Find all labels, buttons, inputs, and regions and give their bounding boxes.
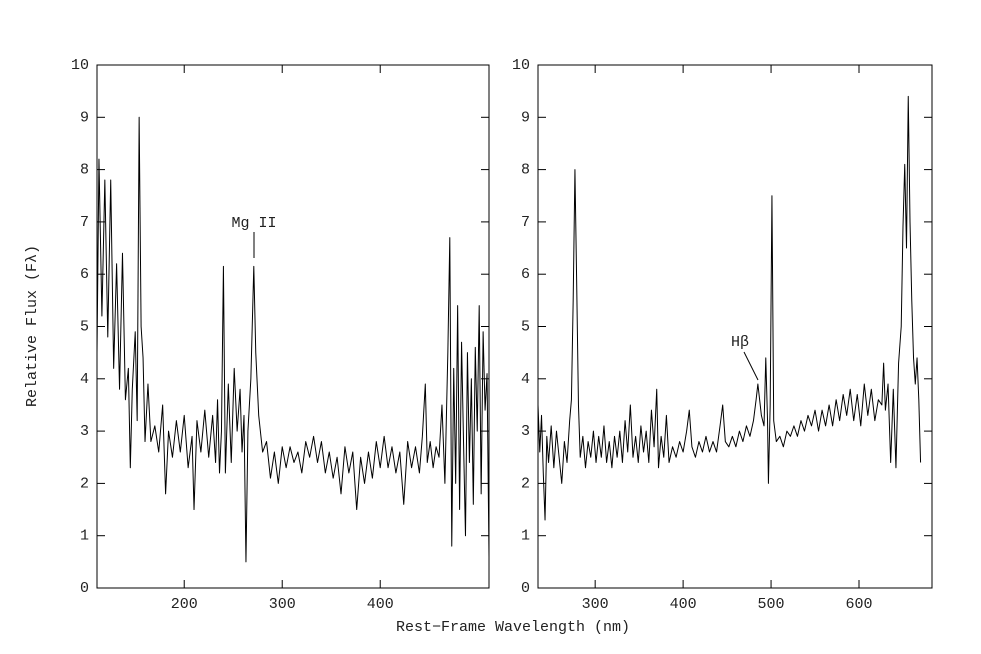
line-annotation: Hβ	[731, 334, 749, 351]
y-tick-label: 9	[80, 109, 89, 126]
x-tick-label: 400	[670, 596, 697, 613]
y-tick-label: 4	[80, 371, 89, 388]
y-tick-label: 0	[521, 580, 530, 597]
y-tick-label: 6	[521, 266, 530, 283]
y-tick-label: 5	[521, 318, 530, 335]
x-tick-label: 600	[845, 596, 872, 613]
y-tick-label: 8	[80, 162, 89, 179]
annotation-pointer	[743, 351, 759, 381]
x-tick-label: 500	[758, 596, 785, 613]
y-tick-label: 10	[71, 57, 89, 74]
y-tick-label: 3	[521, 423, 530, 440]
plot-frame	[537, 64, 933, 589]
y-tick-label: 5	[80, 318, 89, 335]
y-tick-label: 8	[521, 162, 530, 179]
y-tick-label: 6	[80, 266, 89, 283]
x-tick-label: 300	[582, 596, 609, 613]
spectrum-line	[96, 116, 490, 563]
y-tick-label: 2	[80, 475, 89, 492]
plot-frame	[96, 64, 490, 589]
y-tick-label: 9	[521, 109, 530, 126]
y-tick-label: 10	[512, 57, 530, 74]
y-tick-label: 4	[521, 371, 530, 388]
y-tick-label: 7	[521, 214, 530, 231]
x-tick-label: 300	[269, 596, 296, 613]
y-tick-label: 7	[80, 214, 89, 231]
x-tick-label: 400	[367, 596, 394, 613]
y-tick-label: 2	[521, 475, 530, 492]
y-axis-label: Relative Flux (Fλ)	[24, 245, 41, 407]
y-tick-label: 1	[80, 528, 89, 545]
x-tick-label: 200	[171, 596, 198, 613]
spectrum-line	[537, 95, 922, 521]
y-tick-label: 3	[80, 423, 89, 440]
line-annotation: Mg II	[231, 215, 276, 232]
x-axis-label: Rest−Frame Wavelength (nm)	[396, 619, 630, 636]
y-tick-label: 1	[521, 528, 530, 545]
y-tick-label: 0	[80, 580, 89, 597]
